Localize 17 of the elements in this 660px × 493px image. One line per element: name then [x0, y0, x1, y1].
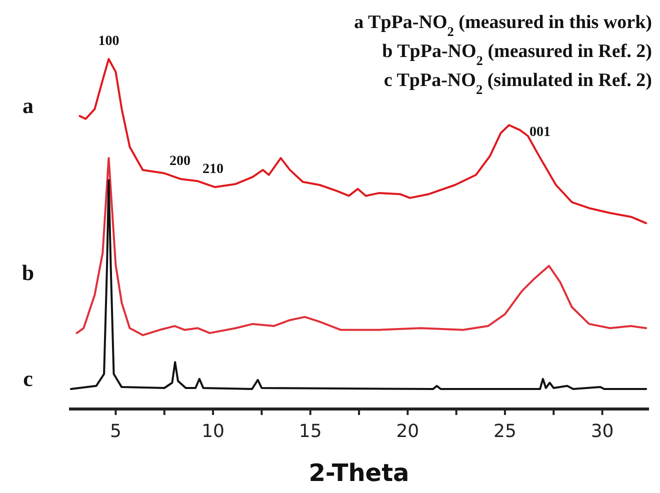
annotation: c TpPa-NO$_{2}$ (simulated in Ref. 2) — [384, 70, 652, 96]
annotation: 200 — [169, 154, 190, 170]
text: a — [22, 93, 34, 118]
annotation: 100 — [98, 34, 120, 49]
text: a TpPa-NO$_{2}$ (measured in this work) — [354, 12, 652, 38]
x-tick-label: 10 — [202, 421, 224, 442]
annotation: 210 — [202, 162, 224, 178]
annotation: 001 — [530, 125, 551, 140]
x-axis-title: 2-Theta — [308, 459, 410, 487]
text: b — [22, 260, 34, 286]
annotation: b TpPa-NO$_{2}$ (measured in Ref. 2) — [382, 41, 652, 68]
series-label: c — [23, 366, 34, 392]
x-tick-label: 25 — [494, 421, 516, 442]
x-tick-label: 30 — [590, 421, 614, 442]
x-tick-label: 5 — [110, 421, 122, 442]
x-tick-label: 20 — [396, 421, 420, 442]
x-tick-label: 15 — [298, 421, 322, 442]
